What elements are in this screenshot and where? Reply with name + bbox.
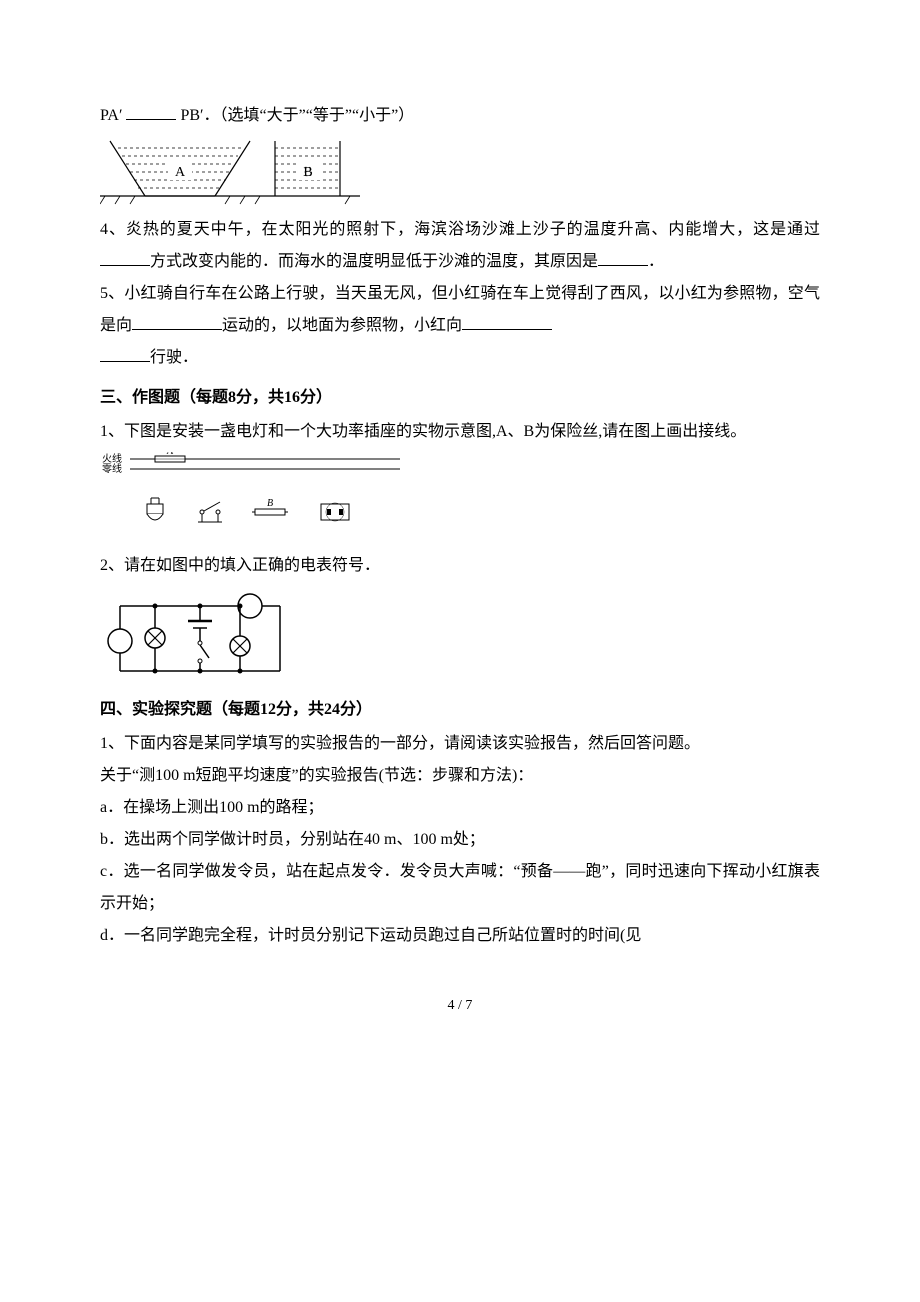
s4-step-d: d．一名同学跑完全程，计时员分别记下运动员跑过自己所站位置时的时间(见 <box>100 920 820 952</box>
q4-part-b: 方式改变内能的．而海水的温度明显低于沙滩的温度，其原因是 <box>150 253 598 270</box>
svg-text:B: B <box>303 165 312 180</box>
q5-blank2-cont[interactable] <box>100 345 150 362</box>
s3-q1-text: 1、下图是安装一盏电灯和一个大功率插座的实物示意图,A、B为保险丝,请在图上画出… <box>100 416 820 448</box>
q4-part-c: ． <box>648 253 664 270</box>
q5-blank1[interactable] <box>132 313 222 330</box>
svg-text:零线: 零线 <box>102 462 122 475</box>
q3-blank[interactable] <box>126 103 176 120</box>
q5-text: 5、小红骑自行车在公路上行驶，当天虽无风，但小红骑在车上觉得刮了西风，以小红为参… <box>100 278 820 374</box>
q3-tail-line: PA′ PB′．（选填“大于”“等于”“小于”） <box>100 100 820 132</box>
svg-text:B: B <box>267 498 273 509</box>
section4-heading: 四、实验探究题（每题12分，共24分） <box>100 694 820 726</box>
q4-part-a: 4、炎热的夏天中午，在太阳光的照射下，海滨浴场沙滩上沙子的温度升高、内能增大，这… <box>100 221 820 238</box>
s4-q1-intro: 1、下面内容是某同学填写的实验报告的一部分，请阅读该实验报告，然后回答问题。 <box>100 728 820 760</box>
s4-step-a: a．在操场上测出100 m的路程； <box>100 792 820 824</box>
q3-pb: PB′．（选填“大于”“等于”“小于”） <box>180 107 414 124</box>
s3-q2-text: 2、请在如图中的填入正确的电表符号． <box>100 550 820 582</box>
wiring-figure: 火线 零线 A B <box>100 452 820 542</box>
q3-figure: A B B <box>100 136 820 206</box>
q5-part-c: 行驶． <box>150 349 198 366</box>
q4-blank2[interactable] <box>598 249 648 266</box>
q4-text: 4、炎热的夏天中午，在太阳光的照射下，海滨浴场沙滩上沙子的温度升高、内能增大，这… <box>100 214 820 278</box>
s4-p1: 关于“测100 m短跑平均速度”的实验报告(节选：步骤和方法)： <box>100 760 820 792</box>
svg-text:A: A <box>175 165 186 180</box>
s4-step-b: b．选出两个同学做计时员，分别站在40 m、100 m处； <box>100 824 820 856</box>
s4-step-c: c．选一名同学做发令员，站在起点发令．发令员大声喊：“预备——跑”，同时迅速向下… <box>100 856 820 920</box>
q5-part-b: 运动的，以地面为参照物，小红向 <box>222 317 462 334</box>
svg-text:A: A <box>166 452 174 457</box>
q3-pa: PA′ <box>100 107 122 124</box>
page-number: 4 / 7 <box>100 992 820 1020</box>
q5-blank2[interactable] <box>462 313 552 330</box>
q4-blank1[interactable] <box>100 249 150 266</box>
section3-heading: 三、作图题（每题8分，共16分） <box>100 382 820 414</box>
circuit-figure <box>100 586 820 686</box>
